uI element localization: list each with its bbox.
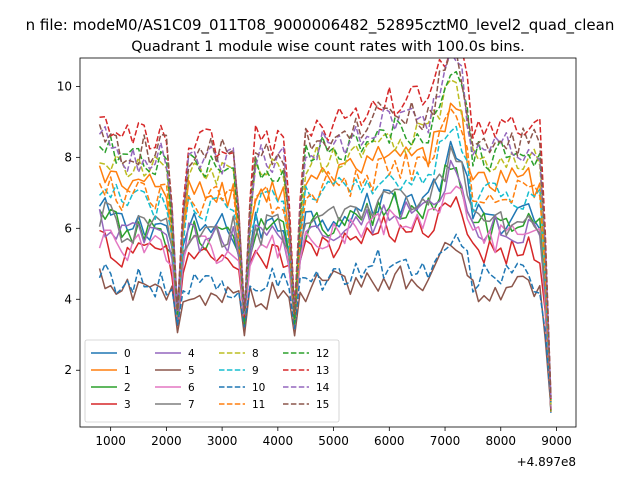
- legend-box: [84, 339, 340, 423]
- y-tick-label: 4: [64, 292, 72, 306]
- legend-label-14: 14: [316, 382, 330, 394]
- legend-label-11: 11: [252, 399, 265, 411]
- figure-suptitle: n file: modeM0/AS1C09_011T08_9000006482_…: [26, 16, 615, 35]
- series-layer: [98, 58, 552, 413]
- y-tick-label: 2: [64, 363, 72, 377]
- series-line-13: [99, 58, 552, 400]
- legend-label-10: 10: [252, 382, 265, 394]
- legend-label-1: 1: [124, 365, 131, 377]
- x-tick-label: 7000: [430, 434, 461, 448]
- y-tick-label: 6: [64, 221, 72, 235]
- x-axis: 1000 2000 3000 4000 5000 6000 7000 8000 9000: [95, 427, 572, 448]
- series-line-10: [98, 233, 552, 403]
- legend-label-3: 3: [124, 399, 131, 411]
- x-tick-label: 9000: [541, 434, 572, 448]
- x-tick-label: 2000: [151, 434, 182, 448]
- x-tick-label: 5000: [318, 434, 349, 448]
- legend-label-12: 12: [316, 348, 329, 360]
- legend-label-7: 7: [188, 399, 195, 411]
- series-line-14: [98, 58, 552, 398]
- y-tick-label: 10: [57, 79, 72, 93]
- series-line-15: [98, 58, 552, 397]
- x-tick-label: 8000: [485, 434, 516, 448]
- x-tick-label: 6000: [374, 434, 405, 448]
- series-line-12: [98, 70, 552, 401]
- series-line-6: [98, 185, 552, 407]
- chart-title: Quadrant 1 module wise count rates with …: [131, 39, 525, 55]
- plot-frame: [79, 57, 577, 428]
- legend-label-4: 4: [188, 348, 195, 360]
- x-tick-label: 1000: [95, 434, 126, 448]
- y-axis: 2 4 6 8 10: [57, 79, 80, 377]
- x-tick-label: 3000: [207, 434, 238, 448]
- x-axis-offset-label: +4.897e8: [517, 455, 576, 469]
- legend-label-9: 9: [252, 365, 259, 377]
- legend-label-6: 6: [188, 382, 195, 394]
- y-tick-label: 8: [64, 150, 72, 164]
- legend-label-8: 8: [252, 348, 259, 360]
- legend-label-15: 15: [316, 399, 329, 411]
- legend-label-5: 5: [188, 365, 195, 377]
- legend-label-0: 0: [124, 348, 131, 360]
- legend-label-13: 13: [316, 365, 329, 377]
- x-tick-label: 4000: [263, 434, 294, 448]
- legend-label-2: 2: [124, 382, 131, 394]
